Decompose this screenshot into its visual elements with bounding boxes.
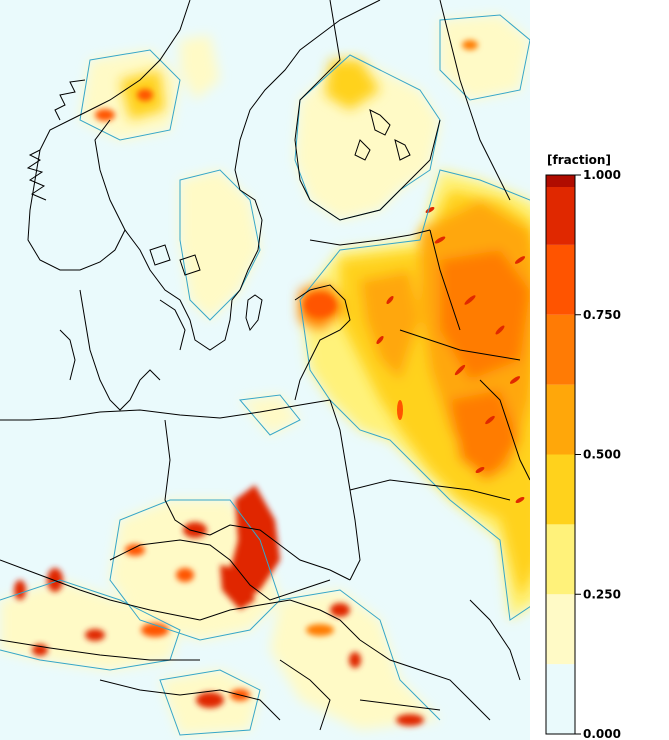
colorbar-bin-1 bbox=[546, 594, 575, 665]
fraction-field-high bbox=[14, 40, 478, 726]
colorbar-bin-2 bbox=[546, 524, 575, 595]
colorbar-bin-6 bbox=[546, 244, 575, 315]
colorbar-bin-7 bbox=[546, 187, 575, 245]
coastlines-and-borders bbox=[0, 0, 531, 731]
map-panel bbox=[0, 0, 540, 740]
colorbar-unit-label: [fraction] bbox=[547, 153, 611, 167]
colorbar-bin-0 bbox=[546, 664, 575, 734]
colorbar-bin-3 bbox=[546, 454, 575, 525]
colorbar-tick-label-1: 0.750 bbox=[583, 308, 621, 322]
colorbar-legend: [fraction] 1.000 0.750 0.500 0.250 0.000 bbox=[530, 0, 669, 740]
colorbar-bin-8 bbox=[546, 175, 575, 187]
contour-lines bbox=[0, 14, 540, 736]
colorbar-bin-5 bbox=[546, 314, 575, 385]
colorbar-tick-label-0: 1.000 bbox=[583, 168, 621, 182]
colorbar-bin-4 bbox=[546, 384, 575, 455]
colorbar-tick-label-2: 0.500 bbox=[583, 448, 621, 462]
fraction-field-streaks bbox=[376, 206, 526, 504]
colorbar-tick-label-4: 0.000 bbox=[583, 727, 621, 740]
colorbar-tick-label-3: 0.250 bbox=[583, 587, 621, 601]
colorbar-bins bbox=[546, 175, 575, 734]
colorbar-ticks: 1.000 0.750 0.500 0.250 0.000 bbox=[575, 168, 621, 740]
